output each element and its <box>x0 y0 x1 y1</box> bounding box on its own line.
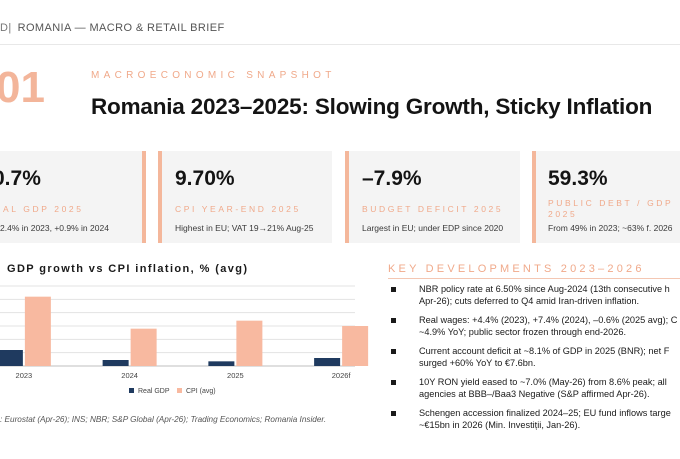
kpi-value: 59.3% <box>548 167 608 190</box>
kpi-label: BUDGET DEFICIT 2025 <box>362 204 504 214</box>
kpi-value: 0.7% <box>0 167 41 190</box>
legend-label: Real GDP <box>138 388 170 395</box>
gdp-cpi-bar-chart: 2023 2024 2025 2026f Real GDP CPI (avg) <box>0 285 369 395</box>
card-accent-bar <box>345 151 349 243</box>
header-divider <box>0 44 680 45</box>
development-text-line: Real wages: +4.4% (2023), +7.4% (2024), … <box>419 315 678 325</box>
development-item: Current account deficit at ~8.1% of GDP … <box>388 345 680 376</box>
kpi-note: Largest in EU; under EDP since 2020 <box>362 223 504 233</box>
bar-real-gdp-2024 <box>102 360 129 366</box>
bullet-icon <box>391 380 396 385</box>
legend-label: CPI (avg) <box>186 388 216 395</box>
kpi-card-debt: 59.3% PUBLIC DEBT / GDP 2025 From 49% in… <box>532 151 680 243</box>
development-text-line: Schengen accession finalized 2024–25; EU… <box>419 408 671 418</box>
developments-list: NBR policy rate at 6.50% since Aug-2024 … <box>388 283 680 438</box>
section-number: 01 <box>0 63 45 112</box>
developments-divider <box>388 278 680 279</box>
developments-title: KEY DEVELOPMENTS 2023–2026 <box>388 263 645 275</box>
x-tick-label: 2025 <box>227 371 244 380</box>
development-item: 10Y RON yield eased to ~7.0% (May-26) fr… <box>388 376 680 407</box>
card-accent-bar <box>142 151 146 243</box>
chart-source: : Eurostat (Apr-26); INS; NBR; S&P Globa… <box>0 415 327 424</box>
kpi-label: PUBLIC DEBT / GDP 2025 <box>548 198 674 219</box>
kpi-value: –7.9% <box>362 167 422 190</box>
kpi-card-cpi: 9.70% CPI YEAR-END 2025 Highest in EU; V… <box>158 151 332 243</box>
bar-cpi-avg--2024 <box>130 328 157 366</box>
chart-title: GDP growth vs CPI inflation, % (avg) <box>7 263 249 275</box>
development-text-line: 10Y RON yield eased to ~7.0% (May-26) fr… <box>419 377 667 387</box>
legend-swatch <box>177 388 182 393</box>
bar-real-gdp-2026f <box>314 358 341 366</box>
bullet-icon <box>391 349 396 354</box>
page-title: Romania 2023–2025: Slowing Growth, Stick… <box>91 94 653 119</box>
brief-title: ROMANIA — MACRO & RETAIL BRIEF <box>17 22 225 34</box>
kpi-value: 9.70% <box>175 167 235 190</box>
bullet-icon <box>391 318 396 323</box>
development-text-line: surged +60% YoY to €7.6bn. <box>419 358 536 368</box>
brief-header: D| ROMANIA — MACRO & RETAIL BRIEF <box>0 22 225 34</box>
bullet-icon <box>391 287 396 292</box>
kpi-card-gdp: 0.7% AL GDP 2025 2.4% in 2023, +0.9% in … <box>0 151 146 243</box>
bar-cpi-avg--2026f <box>342 326 369 366</box>
development-text-line: Apr-26); cuts deferred to Q4 amid Iran-d… <box>419 296 640 306</box>
section-eyebrow: MACROECONOMIC SNAPSHOT <box>91 70 336 81</box>
kpi-label: AL GDP 2025 <box>3 204 84 214</box>
kpi-note: Highest in EU; VAT 19→21% Aug-25 <box>175 223 314 233</box>
bar-real-gdp-2025 <box>208 361 235 366</box>
development-item: Schengen accession finalized 2024–25; EU… <box>388 407 680 438</box>
development-text-line: ~4.9% YoY; public sector frozen through … <box>419 327 627 337</box>
kpi-label: CPI YEAR-END 2025 <box>175 204 301 214</box>
card-accent-bar <box>158 151 162 243</box>
x-tick-label: 2024 <box>121 371 138 380</box>
development-item: Real wages: +4.4% (2023), +7.4% (2024), … <box>388 314 680 345</box>
kpi-card-deficit: –7.9% BUDGET DEFICIT 2025 Largest in EU;… <box>345 151 520 243</box>
bar-cpi-avg--2023 <box>24 296 51 366</box>
bullet-icon <box>391 411 396 416</box>
development-text-line: Current account deficit at ~8.1% of GDP … <box>419 346 670 356</box>
bar-cpi-avg--2025 <box>236 320 263 366</box>
x-tick-label: 2026f <box>332 371 352 380</box>
x-tick-label: 2023 <box>16 371 33 380</box>
bar-real-gdp-2023 <box>0 350 23 366</box>
kpi-note: From 49% in 2023; ~63% f. 2026 <box>548 223 673 233</box>
development-text-line: agencies at BBB–/Baa3 Negative (S&P affi… <box>419 389 650 399</box>
card-accent-bar <box>532 151 536 243</box>
legend-swatch <box>129 388 134 393</box>
development-item: NBR policy rate at 6.50% since Aug-2024 … <box>388 283 680 314</box>
logo-fragment: D| <box>0 22 12 34</box>
development-text-line: NBR policy rate at 6.50% since Aug-2024 … <box>419 284 670 294</box>
kpi-note: 2.4% in 2023, +0.9% in 2024 <box>0 223 109 233</box>
development-text-line: ~€15bn in 2026 (Min. Investiții, Jan-26)… <box>419 420 581 430</box>
